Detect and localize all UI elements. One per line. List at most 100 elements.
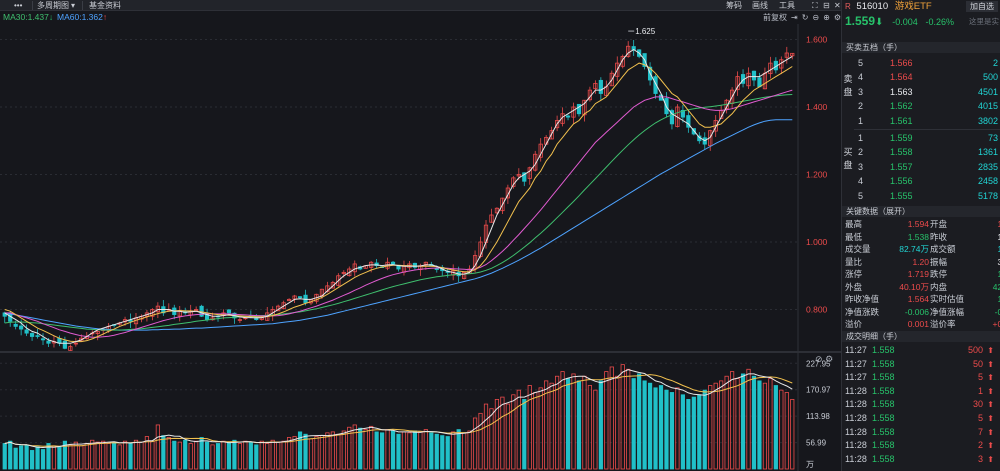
tools-button[interactable]: 工具 xyxy=(779,1,795,10)
trade-volume: 1 xyxy=(977,385,983,396)
volume-bar xyxy=(434,433,439,470)
orderbook-buy-row: 3 1.557 2835 xyxy=(854,160,1000,174)
volume-bar xyxy=(396,433,401,470)
up-candle xyxy=(593,82,598,90)
key-data-value: 1.56 xyxy=(997,231,1000,242)
chips-button[interactable]: 筹码 xyxy=(726,1,742,10)
jump-end-icon[interactable]: ⇥ xyxy=(791,13,798,22)
reset-icon[interactable]: ↻ xyxy=(801,13,809,22)
volume-bar xyxy=(341,430,346,470)
volume-bar xyxy=(358,427,363,470)
volume-bar xyxy=(106,443,111,470)
trade-row: 11:28 1.558 1 ⬆ xyxy=(842,385,1000,398)
key-data-value: 1.20 xyxy=(912,256,929,267)
volume-chart[interactable]: 227.95 170.97 113.98 56.99 万 xyxy=(0,352,841,471)
hide-volume-icon[interactable]: ⊘ xyxy=(815,354,823,364)
level-label: 1 xyxy=(858,115,864,126)
up-candle xyxy=(500,197,505,212)
ma20-line xyxy=(4,89,793,338)
key-data-value: 1.594 xyxy=(907,219,929,229)
settings-gear-icon[interactable]: ⚙ xyxy=(833,13,841,22)
volume-bar xyxy=(740,373,746,470)
volume-bar xyxy=(675,387,680,470)
volume-bar xyxy=(527,385,532,470)
volume-bar xyxy=(505,403,510,470)
volume-bar xyxy=(215,443,221,470)
price-value: 1.557 xyxy=(890,161,913,172)
zoom-in-icon[interactable]: ⊕ xyxy=(823,13,830,22)
key-data-title[interactable]: 关键数据（展开） xyxy=(842,206,1000,217)
volume-bar xyxy=(19,445,24,470)
chevron-down-icon[interactable]: ▾ xyxy=(71,1,76,10)
fullscreen-icon[interactable]: ⛶ xyxy=(812,1,818,10)
volume-bar xyxy=(565,378,571,470)
key-data-label: 最低 xyxy=(845,231,863,242)
volume-bar xyxy=(489,408,494,470)
down-candle xyxy=(576,103,582,115)
trades-title[interactable]: 成交明细（手） xyxy=(842,331,1000,342)
volume-bar xyxy=(62,440,67,470)
more-menu-icon[interactable]: ••• xyxy=(14,1,23,10)
trade-volume: 2 xyxy=(977,440,983,451)
volume-bar xyxy=(144,436,150,470)
orderbook-sell-row: 4 1.564 500 xyxy=(854,70,1000,84)
trade-row: 11:28 1.558 30 ⬆ xyxy=(842,398,1000,411)
volume-bar xyxy=(533,392,538,470)
down-candle xyxy=(46,340,51,344)
volume-bar xyxy=(385,429,390,470)
up-arrow-icon: ↑ xyxy=(102,12,108,22)
orderbook-title[interactable]: 买卖五档（手） xyxy=(842,42,1000,53)
draw-line-button[interactable]: 画线 xyxy=(752,1,768,10)
volume-bar xyxy=(259,440,264,470)
ma60-indicator: MA60:1.362↑ xyxy=(57,11,107,24)
volume-bar xyxy=(560,371,565,470)
trade-time: 11:28 xyxy=(845,453,867,464)
volume-bar xyxy=(658,385,664,470)
down-candle xyxy=(390,261,396,265)
volume-bar xyxy=(768,378,773,470)
volume-settings-gear-icon[interactable]: ⚙ xyxy=(825,354,834,364)
up-candle xyxy=(68,346,73,351)
minimize-icon[interactable]: ⊟ xyxy=(823,1,830,10)
zoom-out-icon[interactable]: ⊖ xyxy=(812,13,820,22)
up-candle xyxy=(423,261,428,265)
fund-info-button[interactable]: 基金资料 xyxy=(89,1,121,10)
volume-bar xyxy=(647,382,653,470)
volume-bar xyxy=(347,426,352,470)
up-candle xyxy=(615,62,620,77)
trade-price: 1.558 xyxy=(872,345,895,355)
add-watchlist-button[interactable]: 加自选 xyxy=(966,1,998,12)
close-icon[interactable]: ✕ xyxy=(834,1,841,10)
key-data-value: 82.74万 xyxy=(899,244,929,254)
ma60-value: MA60:1.362 xyxy=(57,12,103,22)
ma30-value: MA30:1.437 xyxy=(3,12,49,22)
volume-bar xyxy=(407,432,412,470)
volume-bar xyxy=(462,432,467,470)
volume-bar xyxy=(467,430,472,470)
down-candle xyxy=(669,110,675,125)
multi-period-button[interactable]: 多周期图 xyxy=(37,1,69,10)
volume-bar xyxy=(336,433,341,470)
volume-bar xyxy=(133,439,139,470)
volume-value: 5178 xyxy=(977,190,998,201)
down-candle xyxy=(40,338,46,341)
panel-divider[interactable] xyxy=(0,351,841,353)
volume-bar xyxy=(166,437,171,470)
trade-row: 11:27 1.558 500 ⬆ xyxy=(842,344,1000,357)
volume-bar xyxy=(2,443,7,470)
volume-bar xyxy=(429,432,434,470)
key-data-value: 1.719 xyxy=(907,269,929,279)
up-candle xyxy=(95,331,100,334)
volume-bar xyxy=(270,439,275,470)
buy-side-label: 买盘 xyxy=(843,147,853,170)
volume-bar xyxy=(631,378,636,470)
high-marker-label: 1.625 xyxy=(635,27,656,36)
up-candle xyxy=(352,263,357,273)
price-adjust-button[interactable]: 前复权 xyxy=(763,13,788,22)
volume-bar xyxy=(13,447,18,470)
volume-bar xyxy=(522,399,527,470)
volume-value: 1361 xyxy=(977,147,998,158)
